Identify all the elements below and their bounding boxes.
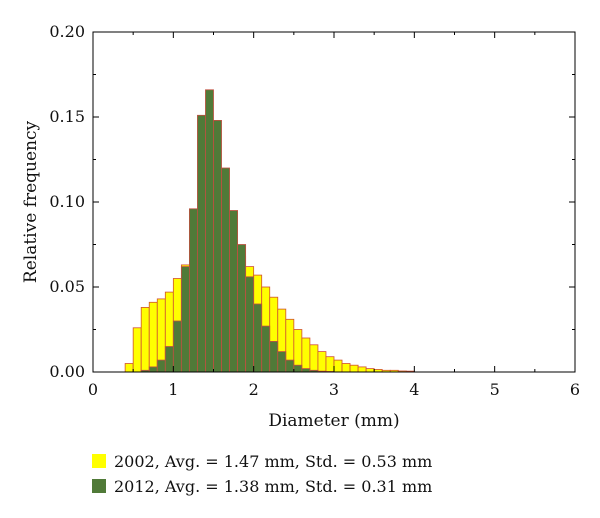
bar-2012 — [237, 244, 247, 373]
legend-item-2012: 2012, Avg. = 1.38 mm, Std. = 0.31 mm — [92, 475, 432, 497]
y-tick-label: 0.10 — [49, 192, 85, 211]
legend-label-2002: 2002, Avg. = 1.47 mm, Std. = 0.53 mm — [114, 451, 433, 471]
bar-2012 — [180, 266, 190, 373]
bar-2012 — [213, 120, 222, 373]
legend-item-2002: 2002, Avg. = 1.47 mm, Std. = 0.53 mm — [92, 450, 432, 472]
legend-label-2012: 2012, Avg. = 1.38 mm, Std. = 0.31 mm — [114, 476, 433, 496]
bar-2012 — [221, 167, 230, 373]
x-axis-title: Diameter (mm) — [268, 411, 399, 431]
bar-2012 — [269, 340, 279, 373]
bar-2012 — [172, 320, 182, 373]
bar-2002 — [349, 364, 359, 373]
bar-2002 — [140, 306, 150, 373]
bar-2002 — [341, 363, 351, 373]
x-tick-label: 3 — [329, 380, 339, 399]
bar-2012 — [261, 325, 271, 373]
bar-2002 — [309, 344, 319, 373]
bar-2012 — [205, 89, 214, 373]
series-2012-bars — [140, 89, 335, 373]
bar-2002 — [317, 351, 327, 373]
bar-2012 — [301, 368, 311, 373]
x-tick-label: 1 — [168, 380, 178, 399]
bar-2002 — [333, 359, 343, 373]
bar-2002 — [124, 363, 134, 373]
bar-2012 — [148, 366, 158, 373]
y-tick-label: 0.00 — [49, 362, 85, 381]
bar-2002 — [148, 301, 158, 373]
bar-2012 — [293, 364, 303, 373]
bar-2012 — [285, 359, 295, 373]
bar-2012 — [197, 114, 206, 373]
bar-2002 — [301, 337, 311, 373]
bar-2012 — [164, 346, 174, 373]
y-tick-label: 0.05 — [49, 277, 85, 296]
bar-2002 — [325, 356, 335, 373]
bar-2002 — [365, 368, 375, 373]
y-tick-label: 0.15 — [49, 107, 85, 126]
histogram-chart: 0 1 2 3 4 5 6 0.00 0.05 0.10 0.15 0.20 Diameter (m… — [21, 22, 580, 431]
bar-2002 — [132, 327, 142, 373]
bar-2012 — [253, 303, 263, 373]
legend-swatch-2012 — [92, 479, 106, 493]
bar-2002 — [357, 366, 367, 373]
bar-2012 — [277, 351, 287, 373]
legend: 2002, Avg. = 1.47 mm, Std. = 0.53 mm 201… — [92, 450, 432, 500]
x-axis: 0 1 2 3 4 5 6 — [88, 32, 580, 399]
bar-2012 — [245, 276, 255, 373]
y-axis-title: Relative frequency — [21, 120, 41, 283]
legend-swatch-2002 — [92, 454, 106, 468]
x-tick-label: 5 — [490, 380, 500, 399]
bar-2012 — [188, 208, 198, 373]
x-tick-label: 4 — [409, 380, 419, 399]
bar-2012 — [229, 210, 238, 373]
y-axis: 0.00 0.05 0.10 0.15 0.20 — [49, 22, 575, 381]
x-tick-label: 2 — [249, 380, 259, 399]
y-tick-label: 0.20 — [49, 22, 85, 41]
x-tick-label: 6 — [570, 380, 580, 399]
x-tick-label: 0 — [88, 380, 98, 399]
bar-2012 — [156, 359, 166, 373]
